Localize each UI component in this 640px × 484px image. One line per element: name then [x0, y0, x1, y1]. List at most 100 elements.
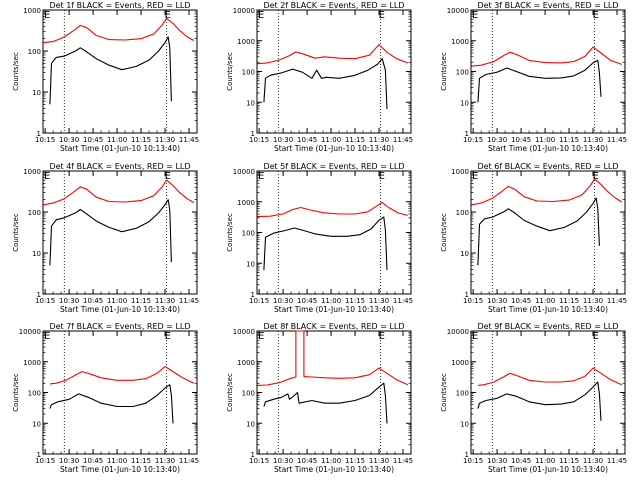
- x-tick-label: 11:00: [107, 297, 127, 305]
- y-tick-label: 1: [465, 451, 469, 459]
- x-tick-label: 10:30: [273, 457, 293, 465]
- x-tick-label: 10:45: [297, 457, 317, 465]
- flag-marker: E: [258, 331, 264, 342]
- y-tick-label: 100: [242, 390, 255, 398]
- plot-frame: [42, 170, 198, 295]
- flag-marker: E: [258, 171, 264, 182]
- y-tick-label: 1: [251, 130, 255, 138]
- y-tick-label: 100: [456, 69, 469, 77]
- y-tick-label: 100: [28, 209, 41, 217]
- flag-marker: E: [165, 10, 171, 21]
- x-tick-label: 10:30: [487, 297, 507, 305]
- x-tick-label: 11:45: [607, 297, 627, 305]
- x-tick-label: 10:30: [59, 136, 79, 144]
- x-tick-label: 11:15: [131, 457, 151, 465]
- y-tick-label: 10000: [447, 328, 469, 336]
- plot-frame: [470, 170, 626, 295]
- x-tick-label: 10:15: [463, 136, 483, 144]
- y-tick-label: 1000: [451, 359, 469, 367]
- y-axis-label: Counts/sec: [440, 213, 448, 252]
- x-tick-label: 11:00: [321, 297, 341, 305]
- flag-marker: E: [258, 10, 264, 21]
- plot-frame: [470, 9, 626, 134]
- y-tick-label: 100: [28, 48, 41, 56]
- x-tick-label: 10:45: [511, 136, 531, 144]
- x-tick-label: 11:00: [535, 136, 555, 144]
- y-tick-label: 100: [242, 69, 255, 77]
- y-tick-label: 10000: [233, 168, 255, 176]
- plot-frame: [42, 9, 198, 134]
- red-lld-series-line: [471, 46, 622, 67]
- x-tick-label: 11:30: [583, 136, 603, 144]
- plot-frame: [470, 330, 626, 455]
- y-tick-label: 1000: [237, 38, 255, 46]
- plot-frame: [256, 330, 412, 455]
- x-tick-label: 11:45: [179, 297, 199, 305]
- black-events-series-line: [263, 216, 388, 271]
- x-axis-label: Start Time (01-Jun-10 10:13:40): [488, 144, 608, 153]
- x-tick-label: 10:15: [463, 297, 483, 305]
- flag-marker: E: [44, 331, 50, 342]
- x-axis-label: Start Time (01-Jun-10 10:13:40): [488, 465, 608, 474]
- x-tick-label: 11:30: [155, 136, 175, 144]
- black-events-series-line: [263, 58, 388, 110]
- y-tick-label: 1: [251, 291, 255, 299]
- y-tick-label: 1: [37, 130, 41, 138]
- panel-title: Det 9f BLACK = Events, RED = LLD: [477, 322, 618, 331]
- red-lld-series-line: [477, 367, 623, 386]
- x-tick-label: 10:15: [35, 297, 55, 305]
- x-tick-label: 11:45: [179, 136, 199, 144]
- flag-marker: E: [472, 331, 478, 342]
- plot-frame: [256, 9, 412, 134]
- x-tick-label: 10:30: [487, 457, 507, 465]
- x-tick-label: 10:45: [297, 297, 317, 305]
- panel-title: Det 6f BLACK = Events, RED = LLD: [477, 162, 618, 171]
- x-tick-label: 11:00: [535, 457, 555, 465]
- x-tick-label: 10:45: [83, 457, 103, 465]
- y-tick-label: 10: [246, 99, 255, 107]
- x-tick-label: 11:15: [559, 136, 579, 144]
- flag-marker: E: [379, 10, 385, 21]
- flag-marker: E: [165, 331, 171, 342]
- flag-marker: E: [379, 331, 385, 342]
- y-tick-label: 1000: [23, 359, 41, 367]
- y-axis-label: Counts/sec: [226, 213, 234, 252]
- x-axis-label: Start Time (01-Jun-10 10:13:40): [60, 465, 180, 474]
- black-events-series-line: [477, 197, 600, 266]
- panel-title: Det 2f BLACK = Events, RED = LLD: [263, 1, 404, 10]
- x-axis-label: Start Time (01-Jun-10 10:13:40): [274, 144, 394, 153]
- x-tick-label: 10:15: [463, 457, 483, 465]
- y-tick-label: 1: [37, 451, 41, 459]
- x-tick-label: 10:15: [35, 457, 55, 465]
- x-tick-label: 10:15: [249, 297, 269, 305]
- panel-title: Det 3f BLACK = Events, RED = LLD: [477, 1, 618, 10]
- y-tick-label: 10000: [233, 328, 255, 336]
- y-tick-label: 1: [251, 451, 255, 459]
- flag-marker: E: [44, 171, 50, 182]
- y-tick-label: 1000: [23, 168, 41, 176]
- flag-marker: E: [593, 10, 599, 21]
- black-events-series-line: [49, 199, 172, 266]
- y-tick-label: 100: [28, 390, 41, 398]
- panel-title: Det 4f BLACK = Events, RED = LLD: [49, 162, 190, 171]
- x-tick-label: 11:00: [535, 297, 555, 305]
- x-tick-label: 11:30: [369, 297, 389, 305]
- x-tick-label: 10:15: [35, 136, 55, 144]
- x-tick-label: 10:30: [273, 297, 293, 305]
- x-tick-label: 10:30: [59, 297, 79, 305]
- panel-title: Det 1f BLACK = Events, RED = LLD: [49, 1, 190, 10]
- x-tick-label: 10:30: [273, 136, 293, 144]
- x-tick-label: 11:30: [369, 457, 389, 465]
- plot-frame: [256, 170, 412, 295]
- x-tick-label: 11:45: [607, 457, 627, 465]
- x-tick-label: 11:00: [107, 136, 127, 144]
- x-tick-label: 11:15: [345, 457, 365, 465]
- x-tick-label: 11:45: [393, 136, 413, 144]
- x-tick-label: 10:15: [249, 136, 269, 144]
- x-tick-label: 11:00: [321, 457, 341, 465]
- x-tick-label: 11:15: [131, 297, 151, 305]
